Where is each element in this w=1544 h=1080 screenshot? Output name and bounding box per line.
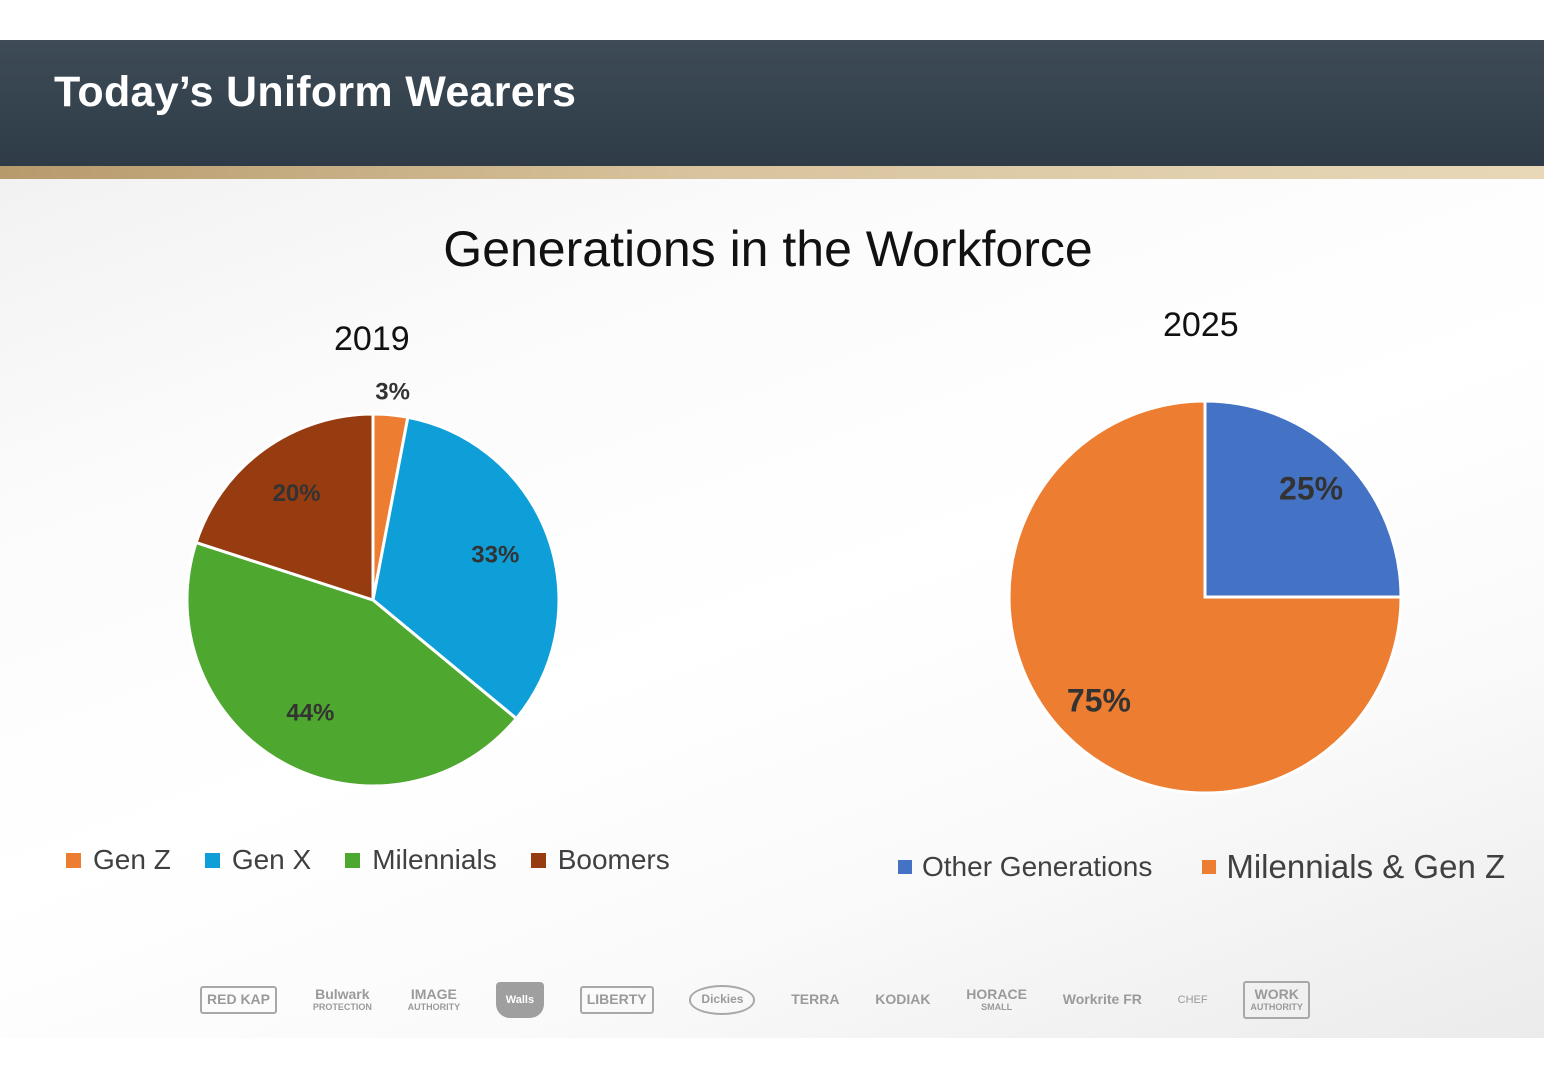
pie-2019-label-milennials: 44% (286, 699, 334, 726)
pie-2019: 3% 33% 44% 20% (185, 378, 561, 788)
pie-2019-legend-label: Gen Z (93, 844, 171, 875)
pie-2025-legend-swatch (1202, 860, 1217, 874)
work-authority-logo: WORK AUTHORITY (1243, 981, 1310, 1019)
pie-2019-slice-gen-x (371, 415, 561, 721)
pie-2025-label-milennials-gen-z: 75% (1067, 683, 1131, 719)
pie-2019-legend-label: Boomers (557, 844, 670, 875)
slide: Today’s Uniform Wearers Generations in t… (0, 40, 1544, 1038)
pie-2019-legend: Gen Z Gen X Milennials Boomers (66, 844, 670, 876)
pie-2019-legend-label: Gen X (231, 844, 312, 875)
pie-2025-legend-item: Milennials & Gen Z (1202, 848, 1505, 886)
walls-logo: Walls (495, 982, 544, 1018)
pie-2019-legend-item: Gen X (204, 844, 312, 876)
header-accent-bar (0, 166, 1544, 179)
pie-2019-legend-swatch (530, 852, 546, 868)
pie-2025-label-other-generations: 25% (1279, 470, 1343, 506)
pie-2019-legend-item: Boomers (530, 844, 670, 876)
page-title: Today’s Uniform Wearers (54, 68, 577, 116)
pie-2019-title: 2019 (334, 320, 410, 358)
brand-logos: RED KAP Bulwark PROTECTION IMAGE AUTHORITY Wa… (200, 975, 1310, 1025)
terra-logo: TERRA (791, 991, 840, 1008)
pie-2025: 25% 75% (1007, 399, 1403, 795)
workrite-logo: Workrite FR (1062, 991, 1142, 1008)
header-bar: Today’s Uniform Wearers (0, 40, 1544, 166)
pie-2019-legend-swatch (204, 852, 220, 868)
horace-small-logo: HORACE SMALL (966, 986, 1027, 1012)
pie-2019-legend-item: Gen Z (66, 844, 171, 876)
pie-2025-legend-swatch (898, 860, 912, 874)
pie-2019-legend-swatch (66, 852, 81, 868)
pie-2019-label-gen-z: 3% (375, 378, 410, 405)
pie-2025-legend-item: Other Generations (898, 851, 1152, 883)
chart-main-title-text: Generations in the Workforce (443, 221, 1093, 277)
pie-2019-slice-boomers (194, 412, 375, 603)
pie-2025-legend-label: Other Generations (922, 851, 1153, 882)
chef-designs-logo: CHEF (1177, 993, 1208, 1006)
pie-2025-legend-label: Milennials & Gen Z (1226, 848, 1506, 885)
dickies-logo: Dickies (689, 985, 756, 1015)
pie-2025-title: 2025 (1163, 306, 1239, 344)
kodiak-logo: KODIAK (875, 991, 931, 1008)
chart-main-title: Generations in the Workforce (0, 220, 1544, 278)
liberty-logo: LIBERTY (579, 986, 654, 1014)
pie-2019-legend-item: Milennials (345, 844, 497, 876)
pie-2019-legend-swatch (345, 852, 361, 868)
image-authority-logo: IMAGE AUTHORITY (407, 986, 461, 1012)
pie-2019-slice-milennials (185, 540, 519, 788)
bulwark-logo: Bulwark PROTECTION (312, 986, 372, 1012)
pie-2025-slice-milennials-gen-z (1007, 399, 1403, 795)
pie-2025-slice-other-generations (1203, 399, 1403, 599)
pie-2019-legend-label: Milennials (372, 844, 497, 875)
red-kap-logo: RED KAP (200, 986, 278, 1014)
pie-2019-label-gen-x: 33% (471, 541, 519, 568)
pie-2019-label-boomers: 20% (273, 480, 321, 507)
pie-2025-legend: Other Generations Milennials & Gen Z (898, 848, 1505, 886)
